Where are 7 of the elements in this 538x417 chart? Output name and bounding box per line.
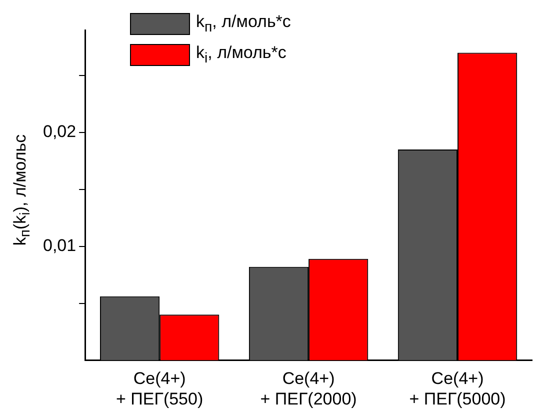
x-tick-label: Ce(4+) + ПЕГ(550) (116, 369, 204, 408)
legend-label: k$_{i}$, л/моль*с (196, 43, 286, 67)
legend-label: k$_{п}$, л/моль*с (196, 12, 291, 36)
x-tick-label: Ce(4+) + ПЕГ(2000) (260, 369, 357, 408)
x-tick-label: Ce(4+) + ПЕГ(5000) (409, 369, 506, 408)
y-tick-label: 0,01 (42, 236, 76, 256)
y-tick-label: 0,02 (42, 122, 76, 142)
